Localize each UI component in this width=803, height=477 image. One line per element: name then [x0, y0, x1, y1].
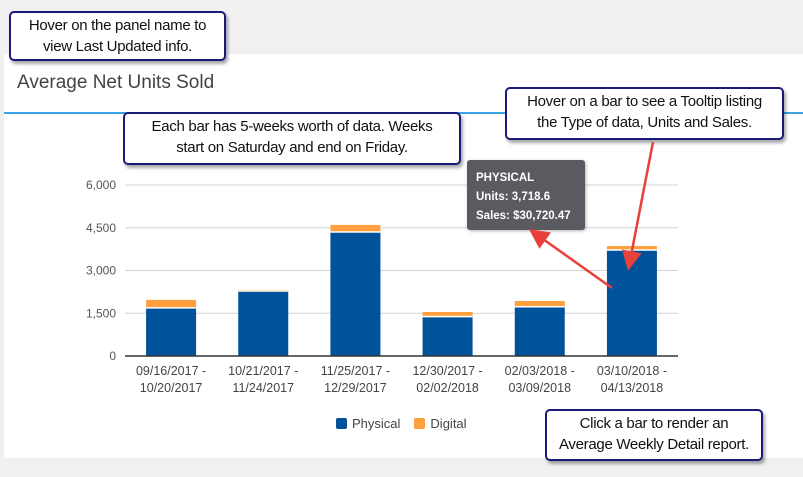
legend-label: Digital [430, 416, 467, 431]
callout-click-hint: Click a bar to render an Average Weekly … [545, 409, 763, 461]
bar-physical[interactable] [330, 232, 381, 356]
y-tick-label: 1,500 [86, 306, 116, 320]
bar-physical[interactable] [238, 291, 289, 356]
callout-panel-name: Hover on the panel name to view Last Upd… [9, 11, 226, 61]
bar-tooltip: PHYSICAL Units: 3,718.6 Sales: $30,720.4… [467, 160, 585, 230]
x-tick-label: 02/03/2018 - [505, 364, 575, 378]
callout-line: Each bar has 5-weeks worth of data. Week… [151, 118, 433, 135]
callout-line: the Type of data, Units and Sales. [537, 114, 752, 131]
bar-physical[interactable] [146, 307, 197, 356]
bar-digital[interactable] [514, 300, 565, 307]
callout-bar-weeks: Each bar has 5-weeks worth of data. Week… [123, 112, 461, 165]
digital-swatch [414, 418, 426, 429]
bar-digital[interactable] [422, 311, 473, 317]
tooltip-type: PHYSICAL [476, 172, 535, 184]
callout-line: Hover on the panel name to [28, 17, 207, 34]
x-tick-label: 02/02/2018 [416, 381, 479, 395]
x-tick-label: 11/25/2017 - [321, 364, 390, 378]
callout-line: Click a bar to render an [579, 415, 729, 432]
panel-title[interactable]: Average Net Units Sold [17, 72, 215, 93]
bar-physical[interactable] [606, 250, 657, 356]
callout-line: start on Saturday and end on Friday. [176, 139, 408, 156]
callout-tooltip-hint: Hover on a bar to see a Tooltip listing … [505, 87, 784, 140]
legend-label: Physical [352, 416, 401, 431]
x-tick-label: 03/10/2018 - [597, 364, 667, 378]
x-tick-label: 09/16/2017 - [136, 364, 206, 378]
x-tick-label: 12/30/2017 - [412, 364, 482, 378]
chart-legend: Physical Digital [336, 416, 467, 431]
legend-item-physical[interactable]: Physical [336, 416, 400, 431]
y-tick-label: 4,500 [86, 221, 116, 235]
physical-swatch [336, 418, 347, 429]
callout-line: Average Weekly Detail report. [558, 436, 749, 453]
x-tick-label: 10/21/2017 - [228, 364, 298, 378]
y-tick-label: 3,000 [86, 264, 116, 278]
x-tick-label: 04/13/2018 [601, 381, 664, 395]
y-tick-label: 6,000 [86, 178, 116, 192]
tooltip-sales: Sales: $30,720.47 [476, 210, 571, 222]
x-tick-label: 10/20/2017 [140, 381, 203, 395]
x-tick-label: 11/24/2017 [232, 381, 294, 395]
bar-physical[interactable] [422, 316, 473, 356]
callout-line: view Last Updated info. [42, 38, 193, 55]
bar-physical[interactable] [514, 306, 565, 356]
x-tick-label: 12/29/2017 [324, 381, 387, 395]
bar-digital[interactable] [330, 224, 381, 233]
callout-line: Hover on a bar to see a Tooltip listing [527, 93, 762, 110]
x-tick-label: 03/09/2018 [508, 381, 571, 395]
tooltip-units: Units: 3,718.6 [476, 191, 551, 203]
y-tick-label: 0 [109, 349, 116, 363]
bar-digital[interactable] [146, 299, 197, 308]
legend-item-digital[interactable]: Digital [414, 416, 467, 431]
